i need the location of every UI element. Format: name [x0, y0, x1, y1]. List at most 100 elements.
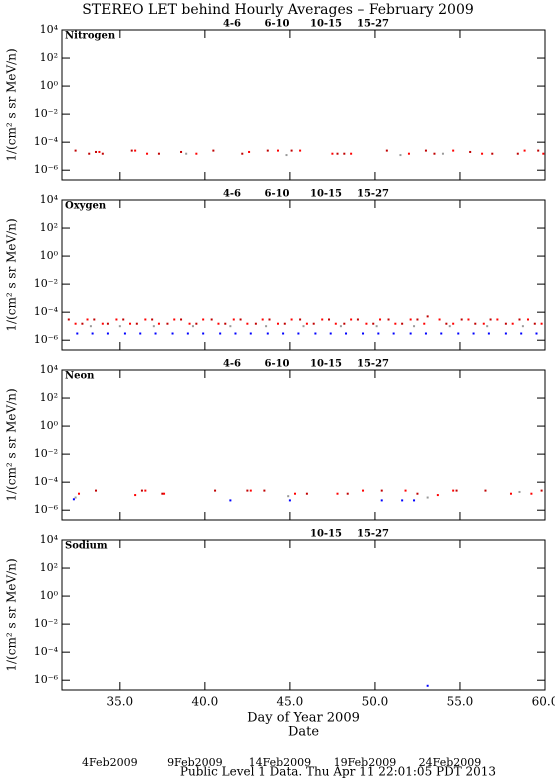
data-point	[380, 499, 383, 502]
data-point	[540, 322, 543, 325]
x-tick-label: 45.0	[277, 695, 304, 709]
y-tick-label: 10⁻²	[34, 107, 58, 120]
data-point	[219, 332, 222, 335]
data-point	[93, 318, 96, 321]
panel-title: Neon	[65, 371, 95, 382]
data-point	[229, 325, 232, 328]
data-point	[413, 325, 416, 328]
data-point	[504, 322, 507, 325]
data-point	[152, 325, 155, 328]
panel-title: Nitrogen	[65, 31, 116, 42]
data-point	[537, 149, 540, 152]
data-point	[339, 325, 342, 328]
data-point	[329, 332, 332, 335]
data-point	[86, 318, 89, 321]
data-point	[426, 684, 429, 687]
data-point	[217, 322, 220, 325]
data-point	[130, 149, 133, 152]
data-point	[452, 322, 455, 325]
data-point	[287, 495, 290, 498]
data-point	[328, 318, 331, 321]
data-point	[302, 325, 305, 328]
y-tick-label: 10⁴	[40, 23, 59, 36]
data-point	[135, 322, 138, 325]
y-tick-label: 10⁻⁶	[34, 163, 59, 176]
y-tick-label: 10⁻⁶	[34, 503, 59, 516]
y-tick-label: 10⁻⁴	[34, 305, 59, 318]
data-point	[362, 332, 365, 335]
data-point	[78, 492, 81, 495]
data-point	[394, 322, 397, 325]
data-point	[74, 149, 77, 152]
y-tick-label: 10⁻²	[34, 447, 58, 460]
data-point	[202, 318, 205, 321]
data-point	[472, 332, 475, 335]
data-point	[392, 332, 395, 335]
data-point	[385, 149, 388, 152]
data-point	[134, 149, 137, 152]
y-tick-label: 10⁴	[40, 193, 59, 206]
data-point	[433, 152, 436, 155]
date-tick-label: 9Feb2009	[167, 756, 223, 769]
y-tick-label: 10⁰	[40, 249, 59, 262]
data-point	[188, 322, 191, 325]
data-point	[469, 150, 472, 153]
y-tick-label: 10⁻⁶	[34, 333, 59, 346]
legend-label: 15-27	[357, 359, 389, 370]
data-point	[535, 332, 538, 335]
data-point	[482, 322, 485, 325]
legend-label: 6-10	[264, 189, 289, 200]
data-point	[123, 332, 126, 335]
data-point	[266, 332, 269, 335]
y-tick-label: 10²	[40, 391, 58, 404]
legend-label: 6-10	[264, 359, 289, 370]
data-point	[299, 149, 302, 152]
data-point	[299, 318, 302, 321]
data-point	[171, 332, 174, 335]
data-point	[246, 489, 249, 492]
data-point	[441, 152, 444, 155]
data-point	[185, 152, 188, 155]
y-tick-label: 10⁻⁶	[34, 673, 59, 686]
data-point	[460, 318, 463, 321]
data-point	[166, 322, 169, 325]
legend-label: 10-15	[310, 359, 342, 370]
data-point	[91, 332, 94, 335]
date-tick-label: 14Feb2009	[249, 756, 312, 769]
data-point	[362, 489, 365, 492]
data-point	[214, 489, 217, 492]
data-point	[486, 325, 489, 328]
x-tick-label: 40.0	[191, 695, 218, 709]
data-point	[154, 332, 157, 335]
data-point	[146, 152, 149, 155]
data-point	[445, 322, 448, 325]
data-point	[379, 318, 382, 321]
y-axis-label: 1/(cm² s sr MeV/n)	[5, 218, 19, 331]
data-point	[144, 489, 147, 492]
data-point	[95, 489, 98, 492]
data-point	[186, 332, 189, 335]
data-point	[305, 492, 308, 495]
x-axis-label: Day of Year 2009	[247, 711, 360, 726]
data-point	[276, 149, 279, 152]
data-point	[263, 489, 266, 492]
data-point	[404, 489, 407, 492]
data-point	[518, 318, 521, 321]
y-axis-label: 1/(cm² s sr MeV/n)	[5, 48, 19, 161]
data-point	[426, 315, 429, 318]
data-point	[191, 325, 194, 328]
data-point	[424, 332, 427, 335]
date-tick-label: 4Feb2009	[82, 756, 138, 769]
data-point	[423, 322, 426, 325]
data-point	[542, 152, 545, 155]
data-point	[401, 322, 404, 325]
x-tick-label: 50.0	[362, 695, 389, 709]
footer: Public Level 1 Data. Thu Apr 11 22:01:05…	[180, 765, 496, 779]
data-point	[248, 150, 251, 153]
data-point	[426, 496, 429, 499]
y-tick-label: 10⁴	[40, 533, 59, 546]
data-point	[533, 322, 536, 325]
data-point	[457, 332, 460, 335]
data-point	[377, 332, 380, 335]
